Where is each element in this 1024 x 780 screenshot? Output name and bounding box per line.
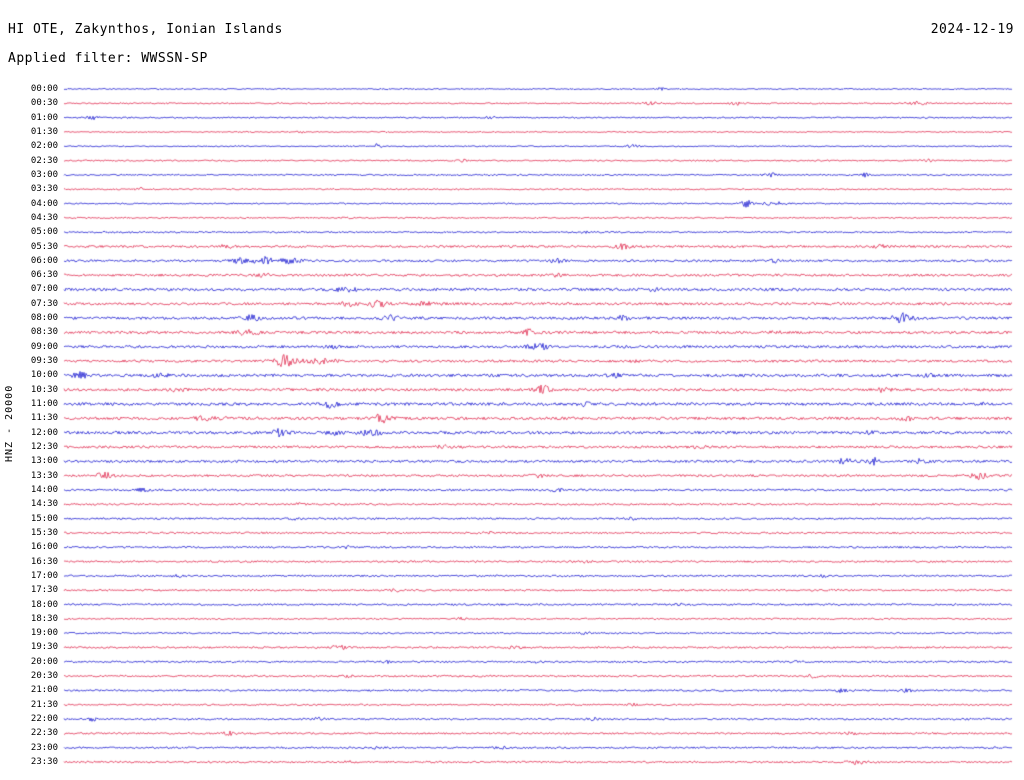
record-date: 2024-12-19 xyxy=(930,22,1014,37)
trace-time-label: 13:30 xyxy=(30,470,58,481)
trace-time-label: 21:30 xyxy=(30,699,58,710)
trace-time-label: 23:30 xyxy=(30,757,58,768)
trace-time-label: 22:00 xyxy=(30,714,58,725)
trace-time-label: 18:30 xyxy=(30,613,58,624)
station-title: HI OTE, Zakynthos, Ionian Islands xyxy=(8,22,283,37)
trace-time-label: 17:30 xyxy=(30,585,58,596)
trace-time-label: 07:00 xyxy=(30,284,58,295)
trace-time-label: 21:00 xyxy=(30,685,58,696)
trace-time-label: 05:30 xyxy=(30,241,58,252)
trace-time-label: 01:00 xyxy=(30,112,58,123)
trace-time-label: 14:30 xyxy=(30,499,58,510)
trace-time-label: 10:30 xyxy=(30,384,58,395)
trace-time-label: 11:30 xyxy=(30,413,58,424)
trace-time-label: 06:30 xyxy=(30,270,58,281)
trace-time-label: 12:30 xyxy=(30,442,58,452)
trace-time-label: 12:00 xyxy=(30,427,58,438)
trace-time-label: 08:00 xyxy=(30,313,58,324)
trace-time-label: 04:00 xyxy=(30,198,58,209)
trace-time-label: 00:30 xyxy=(30,98,58,109)
trace-time-label: 19:30 xyxy=(30,642,58,653)
trace-time-label: 19:00 xyxy=(30,628,58,639)
trace-time-label: 07:30 xyxy=(30,298,58,309)
trace-time-label: 14:00 xyxy=(30,484,58,495)
trace-time-label: 22:30 xyxy=(30,728,58,739)
trace-time-label: 20:00 xyxy=(30,656,58,667)
trace-time-label: 02:30 xyxy=(30,155,58,166)
trace-time-label: 15:00 xyxy=(30,513,58,524)
trace-time-label: 02:00 xyxy=(30,141,58,152)
trace-time-label: 10:00 xyxy=(30,370,58,381)
trace-time-label: 09:30 xyxy=(30,356,58,367)
trace-time-label: 17:00 xyxy=(30,570,58,581)
trace-time-label: 04:30 xyxy=(30,212,58,223)
trace-time-label: 01:30 xyxy=(30,126,58,137)
applied-filter-label: Applied filter: WWSSN-SP xyxy=(8,51,208,66)
trace-time-label: 00:00 xyxy=(30,84,58,94)
trace-time-label: 15:30 xyxy=(30,527,58,538)
trace-time-label: 16:00 xyxy=(30,542,58,553)
trace-time-label: 13:00 xyxy=(30,456,58,467)
trace-time-label: 23:00 xyxy=(30,742,58,753)
trace-time-label: 05:00 xyxy=(30,227,58,238)
trace-time-label: 16:30 xyxy=(30,556,58,567)
trace-time-label: 03:00 xyxy=(30,169,58,180)
trace-time-label: 11:00 xyxy=(30,399,58,410)
trace-time-label: 09:00 xyxy=(30,341,58,352)
trace-time-label: 08:30 xyxy=(30,327,58,338)
trace-time-label: 03:30 xyxy=(30,184,58,195)
trace-time-label: 06:00 xyxy=(30,255,58,266)
trace-time-label: 18:00 xyxy=(30,599,58,610)
trace-time-label: 20:30 xyxy=(30,671,58,682)
